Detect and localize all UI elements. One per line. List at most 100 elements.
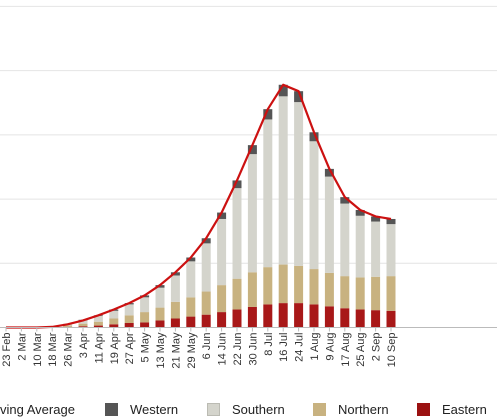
bar-northern	[217, 285, 227, 313]
bar-southern	[78, 320, 88, 324]
legend-label: ving Average	[0, 402, 75, 417]
x-tick-label: 2 Mar	[16, 332, 28, 360]
bar-southern	[170, 275, 180, 302]
legend-swatch	[417, 403, 430, 416]
bar-eastern	[355, 309, 365, 328]
bar-western	[355, 209, 365, 216]
bar-southern	[247, 154, 257, 273]
x-tick-label: 22 Jun	[232, 333, 244, 366]
bar-eastern	[201, 314, 211, 328]
bar-eastern	[340, 308, 350, 328]
gridlines	[0, 5, 497, 264]
x-axis: 23 Feb 2 Mar 10 Mar 18 Mar 26 Mar 3 Apr 11 Apr…	[0, 327, 497, 369]
legend-swatch	[207, 403, 220, 416]
x-tick-label: 24 Jul	[294, 333, 306, 362]
bar-eastern	[78, 326, 88, 328]
bar-northern	[247, 272, 257, 307]
bar-western	[247, 145, 257, 155]
bar-northern	[371, 276, 381, 311]
legend-label: Eastern	[442, 402, 487, 417]
bar-northern	[278, 264, 288, 304]
bar-northern	[263, 267, 273, 305]
x-tick-label: 21 May	[170, 332, 182, 369]
bar-western	[186, 257, 196, 262]
bar-eastern	[324, 306, 334, 328]
bar-eastern	[263, 304, 273, 328]
bar-eastern	[124, 323, 134, 328]
bar-southern	[324, 176, 334, 273]
stacked-bars	[47, 84, 396, 328]
x-tick-label: 16 Jul	[278, 333, 290, 362]
bar-eastern	[170, 318, 180, 328]
bar-eastern	[232, 309, 242, 328]
bar-southern	[109, 310, 119, 319]
bar-northern	[140, 312, 150, 323]
legend-label: Northern	[338, 402, 389, 417]
legend: ving Average Western Southern Northern E…	[0, 400, 497, 418]
bar-eastern	[109, 324, 119, 328]
chart: 23 Feb 2 Mar 10 Mar 18 Mar 26 Mar 3 Apr 11 Apr…	[0, 5, 497, 369]
bar-eastern	[278, 303, 288, 328]
bar-southern	[201, 243, 211, 292]
bar-southern	[140, 297, 150, 313]
bar-eastern	[371, 310, 381, 328]
bar-southern	[371, 221, 381, 277]
bar-southern	[340, 203, 350, 277]
bar-southern	[309, 141, 319, 270]
legend-label: Western	[130, 402, 179, 417]
bar-western	[263, 109, 273, 120]
bar-eastern	[294, 303, 304, 328]
bar-eastern	[247, 306, 257, 328]
x-tick-label: 17 Aug	[340, 333, 352, 367]
bar-northern	[386, 276, 396, 311]
x-tick-label: 27 Apr	[124, 332, 136, 364]
x-tick-label: 2 Sep	[371, 333, 383, 362]
x-tick-label: 23 Feb	[1, 333, 13, 367]
x-tick-label: 29 May	[186, 332, 198, 369]
bar-southern	[93, 315, 103, 322]
bar-western	[170, 272, 180, 276]
x-tick-label: 10 Sep	[386, 333, 398, 368]
bar-eastern	[217, 312, 227, 328]
bar-northern	[186, 297, 196, 317]
bar-western	[309, 132, 319, 142]
bar-western	[324, 168, 334, 177]
moving-average-line	[6, 83, 392, 329]
x-tick-label: 13 May	[155, 332, 167, 369]
bar-western	[217, 212, 227, 219]
bar-eastern	[93, 325, 103, 328]
x-tick-label: 8 Jul	[263, 333, 275, 356]
bar-southern	[355, 215, 365, 278]
bar-northern	[63, 325, 73, 327]
bar-northern	[324, 272, 334, 307]
bar-western	[278, 84, 288, 97]
x-tick-label: 30 Jun	[247, 333, 259, 366]
bar-western	[386, 218, 396, 225]
bar-eastern	[155, 320, 165, 328]
bar-southern	[217, 218, 227, 286]
bar-southern	[294, 102, 304, 266]
bar-northern	[355, 277, 365, 310]
bar-northern	[294, 265, 304, 304]
x-tick-label: 18 Mar	[47, 332, 59, 367]
x-tick-label: 25 Aug	[355, 333, 367, 367]
bar-northern	[201, 291, 211, 315]
bar-northern	[78, 323, 88, 327]
legend-swatch	[105, 403, 118, 416]
bar-northern	[232, 278, 242, 310]
bar-eastern	[186, 316, 196, 328]
bar-southern	[124, 304, 134, 316]
x-tick-label: 19 Apr	[109, 332, 121, 364]
bar-southern	[278, 96, 288, 265]
bar-southern	[186, 261, 196, 298]
x-tick-label: 10 Mar	[32, 332, 44, 367]
legend-label: Southern	[232, 402, 285, 417]
x-tick-label: 26 Mar	[63, 332, 75, 367]
x-tick-label: 1 Aug	[309, 333, 321, 361]
bar-southern	[386, 224, 396, 277]
legend-swatch	[313, 403, 326, 416]
bar-eastern	[309, 304, 319, 328]
bar-southern	[232, 188, 242, 279]
bar-western	[294, 91, 304, 103]
bar-eastern	[386, 310, 396, 328]
